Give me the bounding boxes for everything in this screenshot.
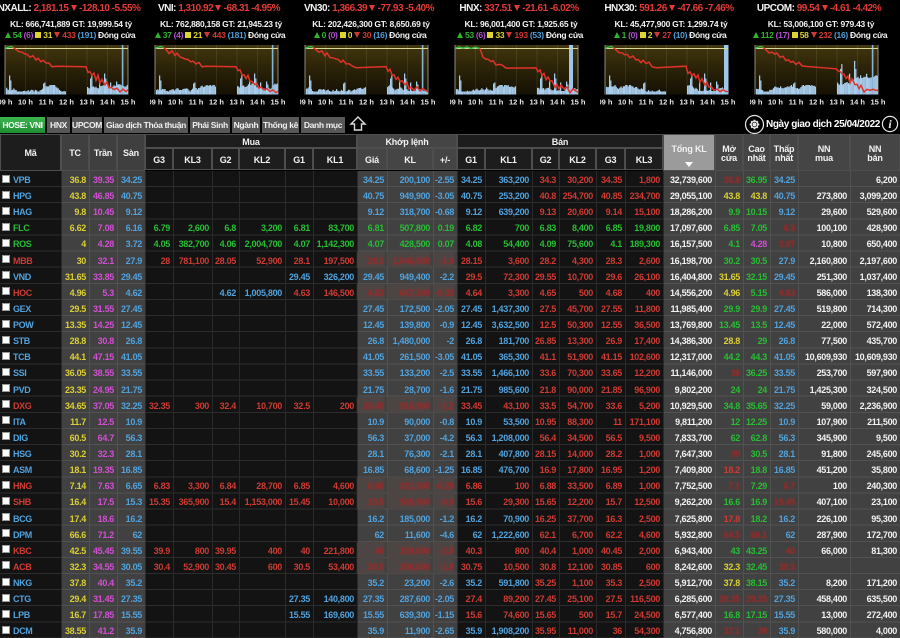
svg-text:12 h: 12 h (659, 98, 674, 107)
svg-text:14 h: 14 h (400, 98, 415, 107)
svg-text:15 h: 15 h (120, 98, 135, 107)
svg-text:09 h: 09 h (600, 98, 613, 107)
svg-text:11 h: 11 h (39, 98, 54, 107)
svg-text:12 h: 12 h (359, 98, 374, 107)
svg-text:14 h: 14 h (100, 98, 115, 107)
svg-text:14 h: 14 h (550, 98, 565, 107)
svg-text:13 h: 13 h (529, 98, 544, 107)
svg-text:11 h: 11 h (789, 98, 804, 107)
svg-text:10 h: 10 h (768, 98, 783, 107)
svg-text:12 h: 12 h (59, 98, 74, 107)
svg-text:15 h: 15 h (720, 98, 735, 107)
svg-text:09 h: 09 h (150, 98, 163, 107)
svg-text:14 h: 14 h (250, 98, 265, 107)
svg-text:10 h: 10 h (468, 98, 483, 107)
svg-text:10 h: 10 h (18, 98, 33, 107)
svg-text:14 h: 14 h (700, 98, 715, 107)
svg-text:11 h: 11 h (339, 98, 354, 107)
svg-text:12 h: 12 h (809, 98, 824, 107)
svg-text:13 h: 13 h (79, 98, 94, 107)
svg-text:15 h: 15 h (420, 98, 435, 107)
svg-text:11 h: 11 h (489, 98, 504, 107)
svg-text:13 h: 13 h (679, 98, 694, 107)
svg-text:10 h: 10 h (168, 98, 183, 107)
svg-text:13 h: 13 h (379, 98, 394, 107)
svg-text:14 h: 14 h (850, 98, 865, 107)
svg-text:13 h: 13 h (829, 98, 844, 107)
svg-text:12 h: 12 h (209, 98, 224, 107)
svg-text:11 h: 11 h (639, 98, 654, 107)
svg-text:09 h: 09 h (0, 98, 13, 107)
svg-text:13 h: 13 h (229, 98, 244, 107)
svg-text:09 h: 09 h (750, 98, 763, 107)
svg-text:15 h: 15 h (570, 98, 585, 107)
svg-text:10 h: 10 h (318, 98, 333, 107)
svg-text:15 h: 15 h (270, 98, 285, 107)
svg-text:10 h: 10 h (618, 98, 633, 107)
svg-text:11 h: 11 h (189, 98, 204, 107)
svg-text:12 h: 12 h (509, 98, 524, 107)
svg-text:i: i (888, 117, 892, 131)
svg-text:15 h: 15 h (870, 98, 885, 107)
svg-text:09 h: 09 h (300, 98, 313, 107)
svg-text:09 h: 09 h (450, 98, 463, 107)
